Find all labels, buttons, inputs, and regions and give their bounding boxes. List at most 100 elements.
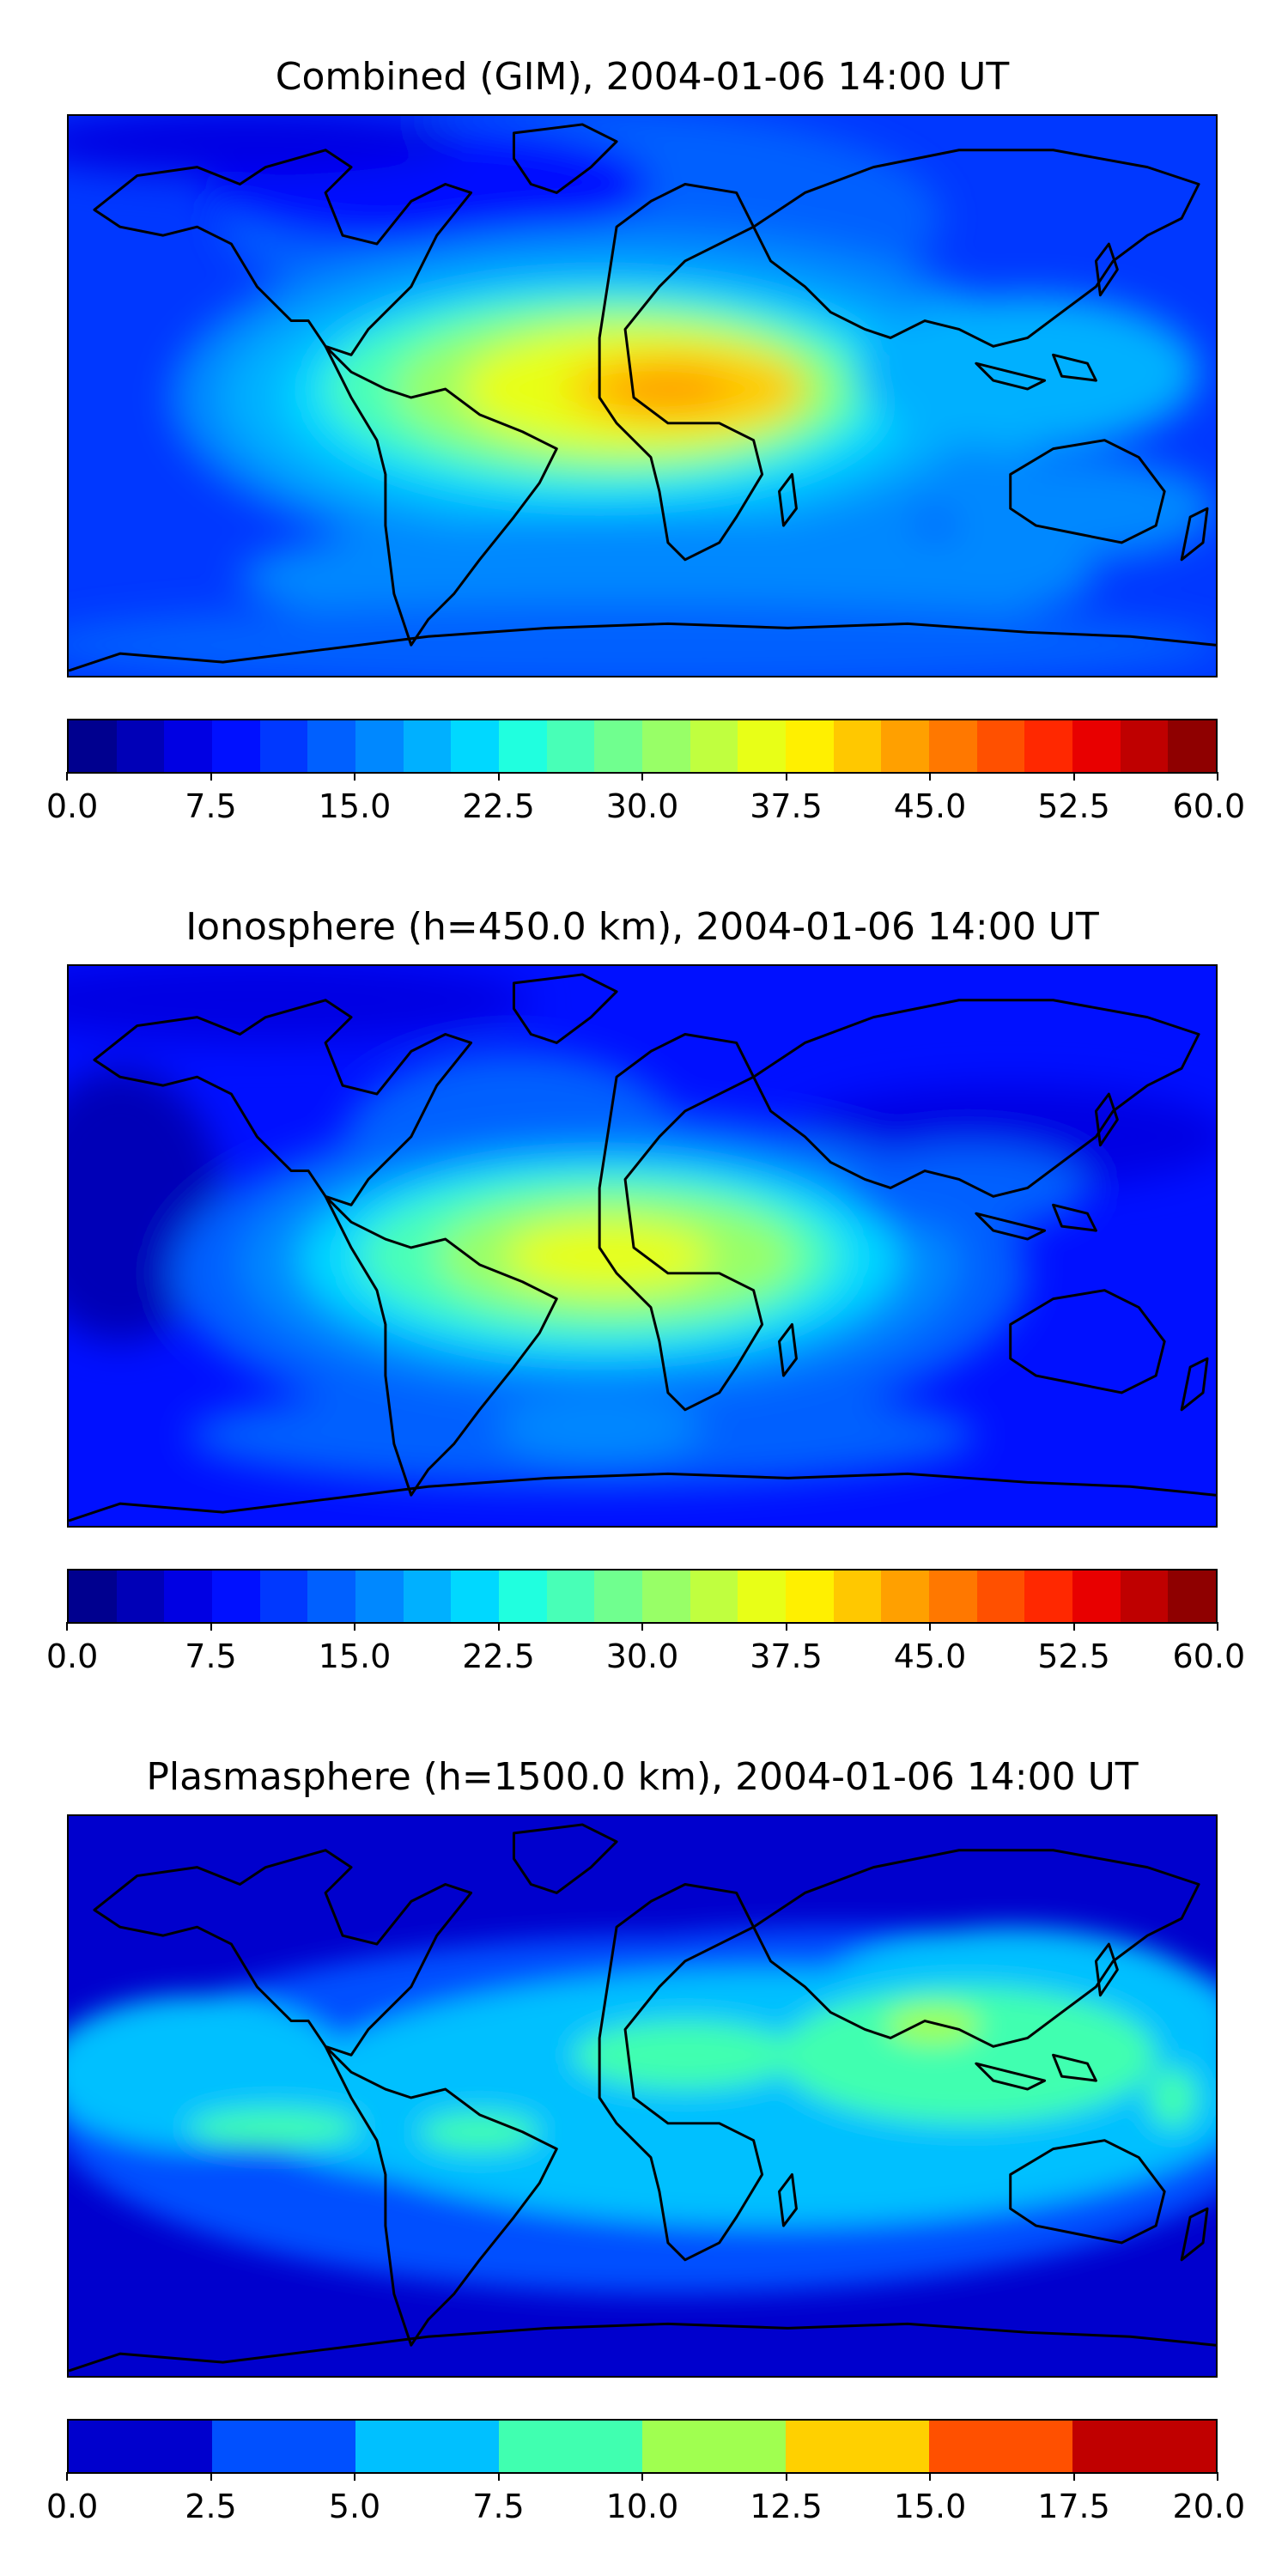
colorbar-segment bbox=[690, 720, 738, 772]
colorbar-tick bbox=[641, 2472, 643, 2481]
colorbar-tick-label: 60.0 bbox=[1172, 787, 1246, 825]
colorbar-tick bbox=[210, 1622, 212, 1631]
colorbar-segment bbox=[451, 1571, 500, 1622]
panel-2-map bbox=[67, 964, 1218, 1528]
colorbar-tick-label: 30.0 bbox=[605, 1637, 679, 1675]
panel-3-colorbar-ticks: 0.0 2.5 5.0 7.5 10.0 12.5 15.0 17.5 20.0 bbox=[46, 2472, 1245, 2525]
colorbar-tick-label: 60.0 bbox=[1172, 1637, 1246, 1675]
panel-1-map bbox=[67, 114, 1218, 677]
colorbar-segment bbox=[307, 1571, 356, 1622]
colorbar-tick-label: 0.0 bbox=[46, 1637, 99, 1675]
colorbar-segment bbox=[546, 1571, 595, 1622]
colorbar-tick-label: 45.0 bbox=[893, 787, 967, 825]
colorbar-segment bbox=[786, 1571, 834, 1622]
colorbar-segment bbox=[1072, 1571, 1121, 1622]
panel-2-colorbar bbox=[67, 1569, 1218, 1624]
colorbar-segment bbox=[881, 720, 930, 772]
colorbar-segment bbox=[690, 1571, 738, 1622]
colorbar-tick bbox=[929, 1622, 931, 1631]
colorbar-segment bbox=[164, 1571, 213, 1622]
colorbar-segment bbox=[1072, 2421, 1216, 2472]
colorbar-segment bbox=[929, 1571, 977, 1622]
colorbar-tick-label: 12.5 bbox=[750, 2488, 823, 2525]
colorbar-segment bbox=[355, 1571, 404, 1622]
colorbar-tick-label: 15.0 bbox=[318, 787, 392, 825]
colorbar-segment bbox=[164, 720, 213, 772]
colorbar-segment bbox=[259, 1571, 308, 1622]
colorbar-tick bbox=[1217, 772, 1218, 781]
colorbar-tick-label: 17.5 bbox=[1037, 2488, 1110, 2525]
colorbar-tick-label: 52.5 bbox=[1037, 1637, 1110, 1675]
colorbar-segment bbox=[116, 1571, 165, 1622]
colorbar-segment bbox=[738, 720, 787, 772]
colorbar-tick bbox=[210, 2472, 212, 2481]
colorbar-tick-label: 7.5 bbox=[185, 1637, 237, 1675]
colorbar-tick bbox=[929, 772, 931, 781]
colorbar-segment bbox=[1072, 720, 1121, 772]
colorbar-tick bbox=[929, 2472, 931, 2481]
colorbar-tick-label: 7.5 bbox=[472, 2488, 525, 2525]
colorbar-tick bbox=[497, 772, 500, 781]
colorbar-tick-label: 22.5 bbox=[462, 1637, 535, 1675]
colorbar-segment bbox=[499, 2421, 642, 2472]
colorbar-segment bbox=[546, 720, 595, 772]
colorbar-tick bbox=[210, 772, 212, 781]
colorbar-tick-label: 22.5 bbox=[462, 787, 535, 825]
colorbar-segment bbox=[355, 2421, 499, 2472]
colorbar-segment bbox=[69, 720, 117, 772]
colorbar-segment bbox=[1024, 1571, 1073, 1622]
colorbar-tick bbox=[354, 2472, 355, 2481]
colorbar-segment bbox=[69, 1571, 117, 1622]
colorbar-segment bbox=[881, 1571, 930, 1622]
colorbar-tick-label: 5.0 bbox=[328, 2488, 381, 2525]
colorbar-tick-label: 37.5 bbox=[750, 787, 823, 825]
panel-2-colorbar-ticks: 0.0 7.5 15.0 22.5 30.0 37.5 45.0 52.5 60.0 bbox=[46, 1622, 1245, 1675]
colorbar-segment bbox=[355, 720, 404, 772]
panel-3-title: Plasmasphere (h=1500.0 km), 2004-01-06 1… bbox=[146, 1755, 1139, 1799]
colorbar-segment bbox=[403, 1571, 452, 1622]
colorbar-tick-label: 0.0 bbox=[46, 2488, 99, 2525]
colorbar-segment bbox=[1168, 720, 1217, 772]
colorbar-segment bbox=[976, 720, 1025, 772]
colorbar-segment bbox=[929, 720, 977, 772]
colorbar-tick bbox=[1072, 772, 1075, 781]
colorbar-segment bbox=[594, 720, 643, 772]
colorbar-tick bbox=[1217, 2472, 1218, 2481]
colorbar-segment bbox=[259, 720, 308, 772]
colorbar-segment bbox=[212, 2421, 355, 2472]
colorbar-segment bbox=[116, 720, 165, 772]
colorbar-tick bbox=[66, 772, 68, 781]
colorbar-tick-label: 2.5 bbox=[185, 2488, 237, 2525]
panel-3-colorbar bbox=[67, 2419, 1218, 2474]
colorbar-segment bbox=[1120, 720, 1169, 772]
colorbar-tick-label: 0.0 bbox=[46, 787, 99, 825]
panel-1-colorbar-ticks: 0.0 7.5 15.0 22.5 30.0 37.5 45.0 52.5 60.0 bbox=[46, 772, 1245, 825]
colorbar-segment bbox=[307, 720, 356, 772]
colorbar-segment bbox=[642, 720, 690, 772]
colorbar-tick bbox=[641, 772, 643, 781]
colorbar-segment bbox=[212, 720, 260, 772]
colorbar-segment bbox=[451, 720, 500, 772]
colorbar-tick bbox=[66, 1622, 68, 1631]
colorbar-segment bbox=[212, 1571, 260, 1622]
colorbar-segment bbox=[738, 1571, 787, 1622]
colorbar-tick bbox=[497, 1622, 500, 1631]
colorbar-tick bbox=[1072, 2472, 1075, 2481]
colorbar-tick-label: 7.5 bbox=[185, 787, 237, 825]
colorbar-segment bbox=[1024, 720, 1073, 772]
colorbar-segment bbox=[976, 1571, 1025, 1622]
colorbar-tick-label: 15.0 bbox=[893, 2488, 967, 2525]
colorbar-tick-label: 20.0 bbox=[1172, 2488, 1246, 2525]
panel-3-map bbox=[67, 1814, 1218, 2378]
colorbar-tick bbox=[785, 2472, 787, 2481]
panel-1-title: Combined (GIM), 2004-01-06 14:00 UT bbox=[275, 55, 1010, 99]
colorbar-segment bbox=[1120, 1571, 1169, 1622]
colorbar-segment bbox=[69, 2421, 212, 2472]
colorbar-segment bbox=[1168, 1571, 1217, 1622]
colorbar-segment bbox=[403, 720, 452, 772]
colorbar-tick bbox=[354, 772, 355, 781]
colorbar-segment bbox=[786, 2421, 929, 2472]
colorbar-segment bbox=[786, 720, 834, 772]
colorbar-segment bbox=[594, 1571, 643, 1622]
colorbar-segment bbox=[499, 1571, 547, 1622]
